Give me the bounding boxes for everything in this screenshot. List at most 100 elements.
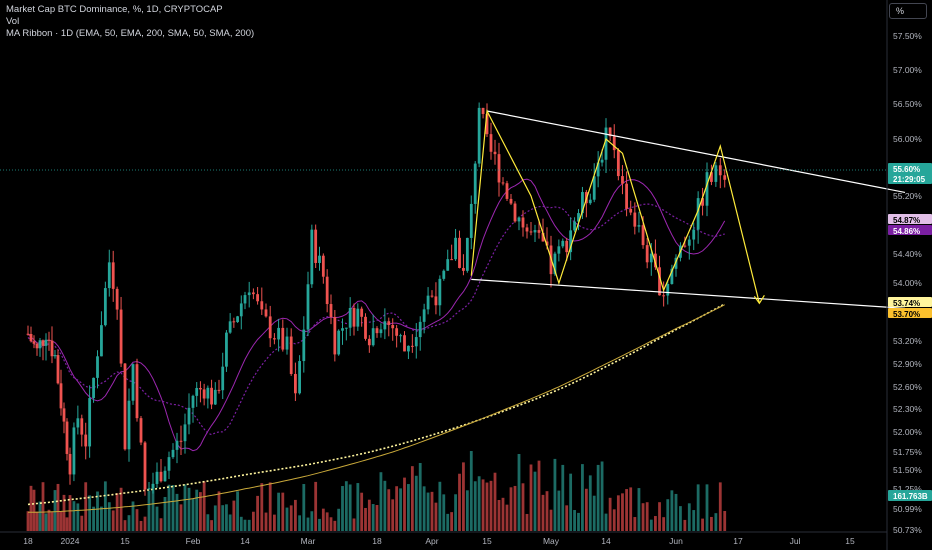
candle-body	[273, 338, 276, 340]
candle-body	[477, 107, 481, 164]
volume-bar	[298, 515, 301, 531]
volume-bar	[375, 505, 379, 531]
candle-body	[163, 470, 167, 482]
volume-bar	[341, 486, 344, 531]
x-tick-label: Apr	[425, 536, 438, 546]
candle-body	[333, 317, 337, 355]
volume-bar	[600, 461, 604, 531]
volume-bar	[302, 484, 306, 531]
candle-body	[26, 333, 30, 335]
volume-bar	[131, 501, 135, 531]
volume-bar	[333, 520, 337, 531]
volume-bar	[119, 487, 123, 531]
legend: Market Cap BTC Dominance, %, 1D, CRYPTOC…	[6, 4, 254, 40]
candle-body	[395, 328, 399, 336]
y-tick-label: 54.00%	[893, 278, 922, 288]
candle-body	[577, 213, 580, 222]
volume-bar	[403, 477, 406, 531]
candle-body	[239, 303, 243, 317]
x-tick-label: 17	[733, 536, 743, 546]
volume-bar	[294, 499, 297, 531]
volume-bar	[529, 464, 533, 531]
volume-bar	[256, 495, 259, 531]
ema50-badge	[888, 214, 932, 224]
candle-body	[225, 332, 228, 367]
volume-bar	[625, 489, 628, 531]
candle-body	[213, 389, 217, 405]
candle-body	[92, 377, 95, 399]
volume-bar	[649, 519, 653, 531]
legend-title[interactable]: Market Cap BTC Dominance, %, 1D, CRYPTOC…	[6, 4, 223, 15]
candle-body	[103, 288, 107, 326]
volume-bar	[692, 510, 696, 531]
volume-bar	[187, 487, 191, 531]
candle-body	[561, 240, 565, 247]
volume-bar	[450, 512, 454, 531]
volume-bar	[306, 517, 310, 531]
volume-bar	[123, 520, 127, 531]
candle-body	[462, 267, 465, 271]
candle-body	[616, 150, 620, 177]
volume-bar	[139, 520, 143, 531]
price-axis[interactable]: 57.50% 57.00% 56.50% 56.00% 55.20% 54.40% 54.0…	[893, 31, 922, 535]
volume-bar	[588, 475, 592, 531]
y-tick-label: 51.25%	[893, 484, 922, 494]
zigzag-projection[interactable]	[470, 108, 760, 304]
time-axis[interactable]: 18 2024 15 Feb 14 Mar 18 Apr 15 May 14 Jun 17 Jul 15	[23, 536, 855, 546]
volume-bar	[221, 505, 225, 531]
legend-ribbon[interactable]: MA Ribbon · 1D (EMA, 50, EMA, 200, SMA, …	[6, 28, 255, 39]
candle-body	[285, 336, 289, 350]
volume-bar	[395, 486, 399, 531]
candle-body	[268, 316, 272, 339]
candle-body	[383, 321, 387, 330]
volume-bar	[167, 484, 171, 531]
drawings[interactable]	[470, 108, 906, 309]
candle-body	[29, 333, 33, 342]
y-tick-label: 51.50%	[893, 465, 922, 475]
candle-body	[199, 387, 202, 390]
candle-body	[206, 387, 210, 399]
legend-volume[interactable]: Vol	[6, 16, 20, 27]
volume-bar	[633, 517, 637, 531]
volume-bar	[481, 479, 485, 531]
channel-upper-line[interactable]	[486, 110, 906, 194]
candle-body	[179, 440, 183, 442]
volume-bar	[545, 491, 549, 531]
candle-body	[217, 389, 221, 391]
volume-bar	[501, 497, 505, 531]
candle-body	[541, 232, 545, 242]
x-tick-label: 15	[845, 536, 855, 546]
x-tick-label: 15	[120, 536, 130, 546]
x-tick-label: 14	[601, 536, 611, 546]
channel-lower-line[interactable]	[471, 278, 906, 309]
volume-bar	[147, 490, 151, 531]
y-tick-label: 52.90%	[893, 359, 922, 369]
ema200-badge-text: 53.74%	[893, 299, 920, 308]
volume-bar	[592, 495, 596, 531]
percent-unit-button[interactable]: %	[889, 3, 927, 19]
volume-badge	[888, 490, 932, 501]
candle-body	[348, 307, 352, 328]
volume-bar	[50, 511, 54, 531]
volume-bar	[525, 513, 529, 531]
volume-bar	[321, 508, 325, 531]
candle-body	[696, 198, 700, 230]
volume-bar	[454, 494, 457, 531]
candle-body	[314, 229, 318, 263]
candle-body	[76, 418, 80, 428]
candle-body	[360, 308, 364, 317]
y-tick-label: 52.30%	[893, 404, 922, 414]
volume-bar	[641, 503, 645, 531]
candle-body	[232, 321, 236, 323]
candle-body	[167, 457, 171, 471]
candle-body	[62, 408, 66, 422]
candle-body	[341, 328, 344, 331]
candle-body	[633, 212, 637, 227]
volume-bar	[239, 516, 243, 531]
candle-body	[318, 255, 321, 263]
volume-bar	[577, 512, 580, 531]
volume-bar	[517, 454, 521, 531]
candle-body	[310, 229, 314, 285]
volume-bar	[645, 502, 649, 531]
